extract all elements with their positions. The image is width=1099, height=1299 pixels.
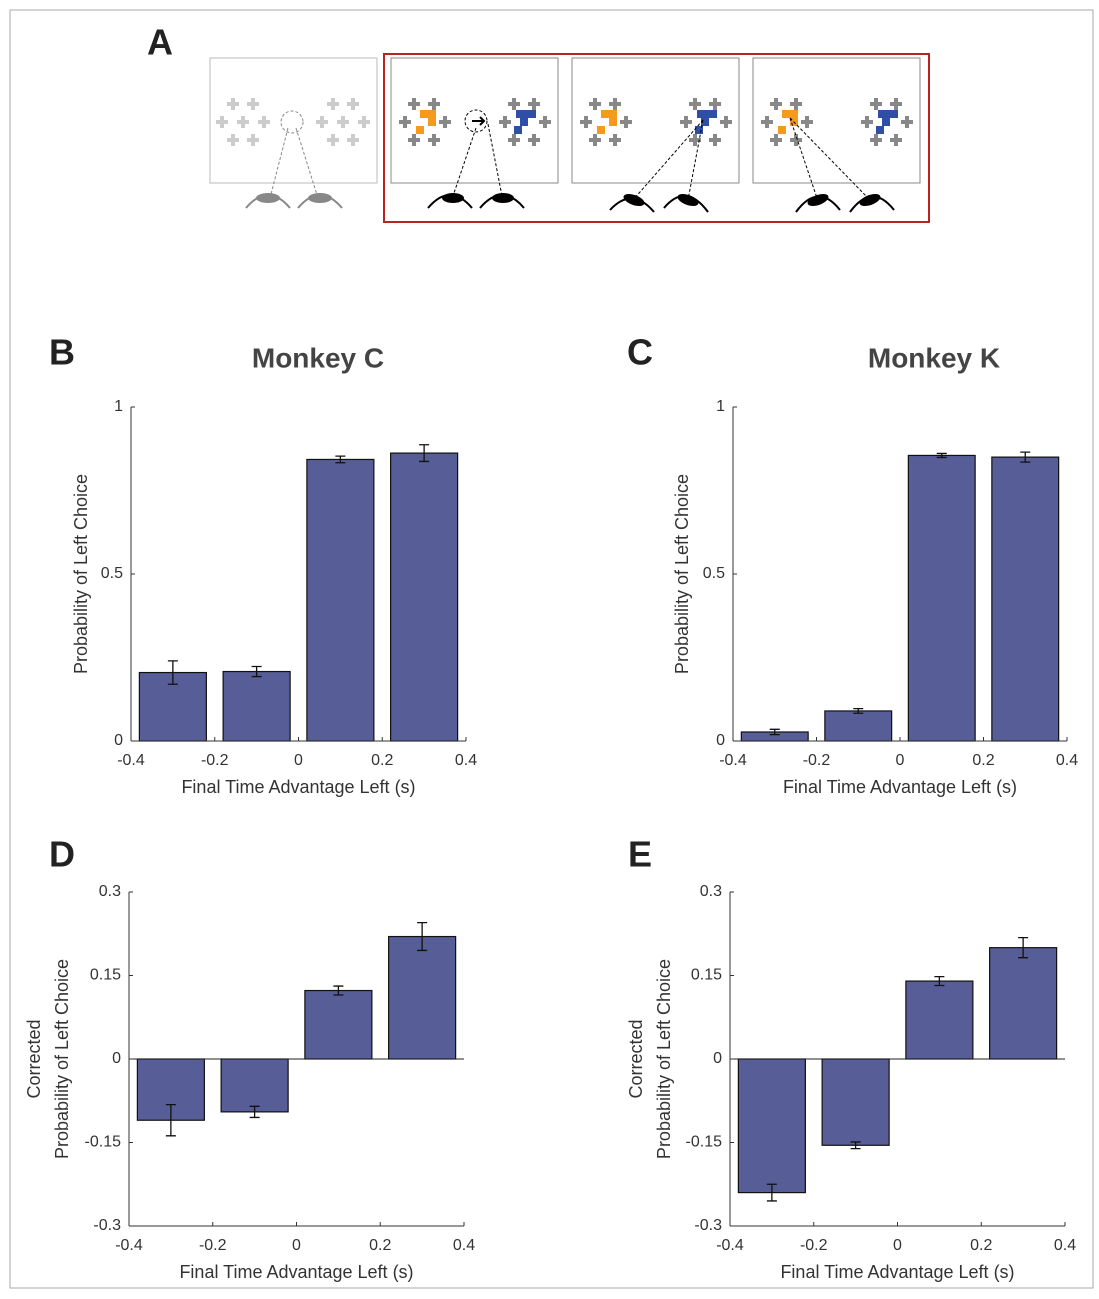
error-bar — [335, 455, 346, 464]
x-tick-label: 0.4 — [455, 752, 477, 769]
x-tick-label: 0 — [294, 752, 303, 769]
error-bar — [419, 444, 430, 463]
panel-title: Monkey K — [868, 342, 1000, 373]
y-axis-label: Probability of Left Choice — [71, 474, 91, 674]
x-axis-label: Final Time Advantage Left (s) — [181, 777, 415, 797]
y-tick-label: -0.15 — [686, 1134, 723, 1151]
y-tick-label: 0 — [114, 732, 123, 749]
y-tick-label: 0 — [713, 1050, 722, 1067]
bar — [304, 989, 373, 1060]
x-tick-label: -0.4 — [115, 1237, 143, 1254]
x-tick-label: -0.4 — [719, 752, 747, 769]
x-tick-label: 0.2 — [970, 1237, 992, 1254]
y-tick-label: -0.3 — [694, 1217, 722, 1234]
error-bar — [936, 452, 947, 459]
bar — [991, 456, 1060, 742]
x-tick-label: -0.2 — [199, 1237, 227, 1254]
y-tick-label: 0.3 — [99, 883, 121, 900]
error-bar — [165, 1104, 176, 1137]
error-bar — [251, 665, 262, 678]
bar — [821, 1058, 890, 1146]
error-bar — [850, 1141, 861, 1150]
x-tick-label: -0.4 — [117, 752, 145, 769]
y-tick-label: 0 — [716, 732, 725, 749]
bar — [390, 452, 459, 742]
panel-letter: A — [147, 22, 173, 63]
panel-letter: B — [49, 332, 75, 373]
bar — [824, 710, 893, 742]
panel-title: Monkey C — [252, 342, 384, 373]
bar — [388, 935, 457, 1060]
bar — [907, 454, 976, 742]
x-tick-label: -0.2 — [800, 1237, 828, 1254]
y-axis-label: Corrected — [24, 1019, 44, 1098]
error-bar — [769, 728, 780, 736]
x-axis-label: Final Time Advantage Left (s) — [783, 777, 1017, 797]
x-tick-label: 0 — [896, 752, 905, 769]
x-tick-label: 0.2 — [371, 752, 393, 769]
x-tick-label: 0 — [893, 1237, 902, 1254]
y-tick-label: 0.5 — [703, 565, 725, 582]
x-axis-label: Final Time Advantage Left (s) — [179, 1262, 413, 1282]
bar — [222, 670, 291, 742]
error-bar — [766, 1183, 777, 1202]
panel-letter: D — [49, 834, 75, 875]
y-tick-label: 0 — [112, 1050, 121, 1067]
error-bar — [934, 975, 945, 987]
y-tick-label: -0.15 — [85, 1134, 122, 1151]
panel-letter: E — [628, 834, 652, 875]
bar — [905, 980, 974, 1060]
y-tick-label: 0.15 — [691, 967, 722, 984]
error-bar — [167, 660, 178, 685]
bar — [306, 458, 375, 742]
x-tick-label: 0.2 — [369, 1237, 391, 1254]
x-axis-label: Final Time Advantage Left (s) — [780, 1262, 1014, 1282]
y-axis-label: Probability of Left Choice — [672, 474, 692, 674]
x-tick-label: -0.2 — [201, 752, 229, 769]
bar — [989, 947, 1058, 1060]
task-diagram — [209, 53, 930, 223]
y-tick-label: 0.3 — [700, 883, 722, 900]
error-bar — [1018, 936, 1029, 959]
y-tick-label: 0.15 — [90, 967, 121, 984]
bar — [220, 1058, 289, 1113]
error-bar — [333, 985, 344, 996]
y-tick-label: 1 — [114, 398, 123, 415]
error-bar — [249, 1105, 260, 1119]
figure-border — [9, 9, 1094, 1289]
y-tick-label: -0.3 — [93, 1217, 121, 1234]
error-bar — [417, 921, 428, 952]
y-axis-label: Probability of Left Choice — [52, 959, 72, 1159]
x-tick-label: 0.4 — [453, 1237, 475, 1254]
y-tick-label: 0.5 — [101, 565, 123, 582]
panel-letter: C — [627, 332, 653, 373]
bar — [737, 1058, 806, 1194]
x-tick-label: -0.4 — [716, 1237, 744, 1254]
y-tick-label: 1 — [716, 398, 725, 415]
x-tick-label: -0.2 — [803, 752, 831, 769]
error-bar — [853, 707, 864, 714]
y-axis-label: Probability of Left Choice — [654, 959, 674, 1159]
x-tick-label: 0.2 — [972, 752, 994, 769]
y-axis-label: Corrected — [626, 1019, 646, 1098]
x-tick-label: 0.4 — [1056, 752, 1078, 769]
x-tick-label: 0.4 — [1054, 1237, 1076, 1254]
x-tick-label: 0 — [292, 1237, 301, 1254]
error-bar — [1020, 451, 1031, 463]
